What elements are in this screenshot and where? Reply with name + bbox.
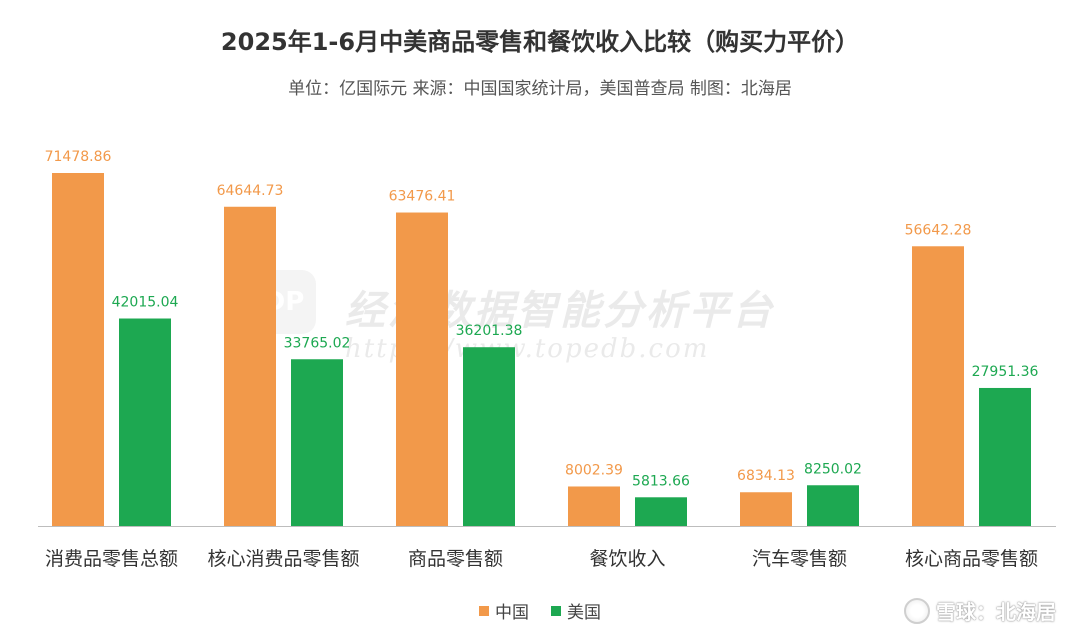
legend-label-usa: 美国	[567, 603, 601, 623]
bar-china-2[interactable]	[396, 212, 448, 527]
legend-item-usa[interactable]: 美国	[551, 598, 601, 623]
bar-usa-1[interactable]	[291, 359, 343, 526]
bar-usa-4[interactable]	[807, 485, 859, 526]
data-label-usa-1: 33765.02	[284, 335, 351, 351]
bar-usa-5[interactable]	[979, 387, 1031, 526]
x-tick-label-0: 消费品零售总额	[45, 548, 178, 570]
bar-usa-2[interactable]	[463, 347, 515, 526]
data-label-usa-4: 8250.02	[804, 461, 862, 477]
bar-usa-0[interactable]	[119, 318, 171, 526]
bar-china-5[interactable]	[912, 246, 964, 526]
legend-swatch-china	[479, 605, 489, 616]
x-tick-label-4: 汽车零售额	[752, 548, 847, 570]
brand: 雪球：北海居	[904, 596, 1056, 625]
legend-swatch-usa	[551, 605, 561, 616]
x-tick-label-5: 核心商品零售额	[905, 548, 1038, 570]
data-label-china-5: 56642.28	[905, 222, 972, 238]
legend-label-china: 中国	[495, 603, 529, 623]
snowball-icon	[904, 597, 930, 624]
x-tick-label-1: 核心消费品零售额	[207, 548, 359, 570]
legend-item-china[interactable]: 中国	[479, 598, 529, 623]
bar-china-4[interactable]	[740, 492, 792, 526]
brand-text: 雪球：北海居	[936, 600, 1056, 624]
data-label-china-2: 63476.41	[389, 189, 456, 205]
chart-title: 2025年1-6月中美商品零售和餐饮收入比较（购买力平价）	[220, 28, 860, 56]
legend: 中国 美国	[0, 598, 1080, 623]
data-label-usa-0: 42015.04	[112, 295, 179, 311]
bar-usa-3[interactable]	[635, 497, 687, 526]
chart-subtitle: 单位：亿国际元 来源：中国国家统计局，美国普查局 制图：北海居	[288, 79, 792, 99]
bar-china-0[interactable]	[52, 173, 104, 526]
x-tick-label-2: 商品零售额	[408, 548, 503, 570]
data-label-china-1: 64644.73	[217, 183, 284, 199]
data-label-china-0: 71478.86	[45, 149, 112, 165]
bar-china-1[interactable]	[224, 206, 276, 527]
data-label-usa-2: 36201.38	[456, 323, 523, 339]
bar-china-3[interactable]	[568, 486, 620, 526]
data-label-china-4: 6834.13	[737, 468, 795, 484]
data-label-china-3: 8002.39	[565, 462, 623, 478]
x-tick-label-3: 餐饮收入	[589, 548, 665, 570]
data-label-usa-3: 5813.66	[632, 473, 690, 489]
data-label-usa-5: 27951.36	[972, 364, 1039, 380]
